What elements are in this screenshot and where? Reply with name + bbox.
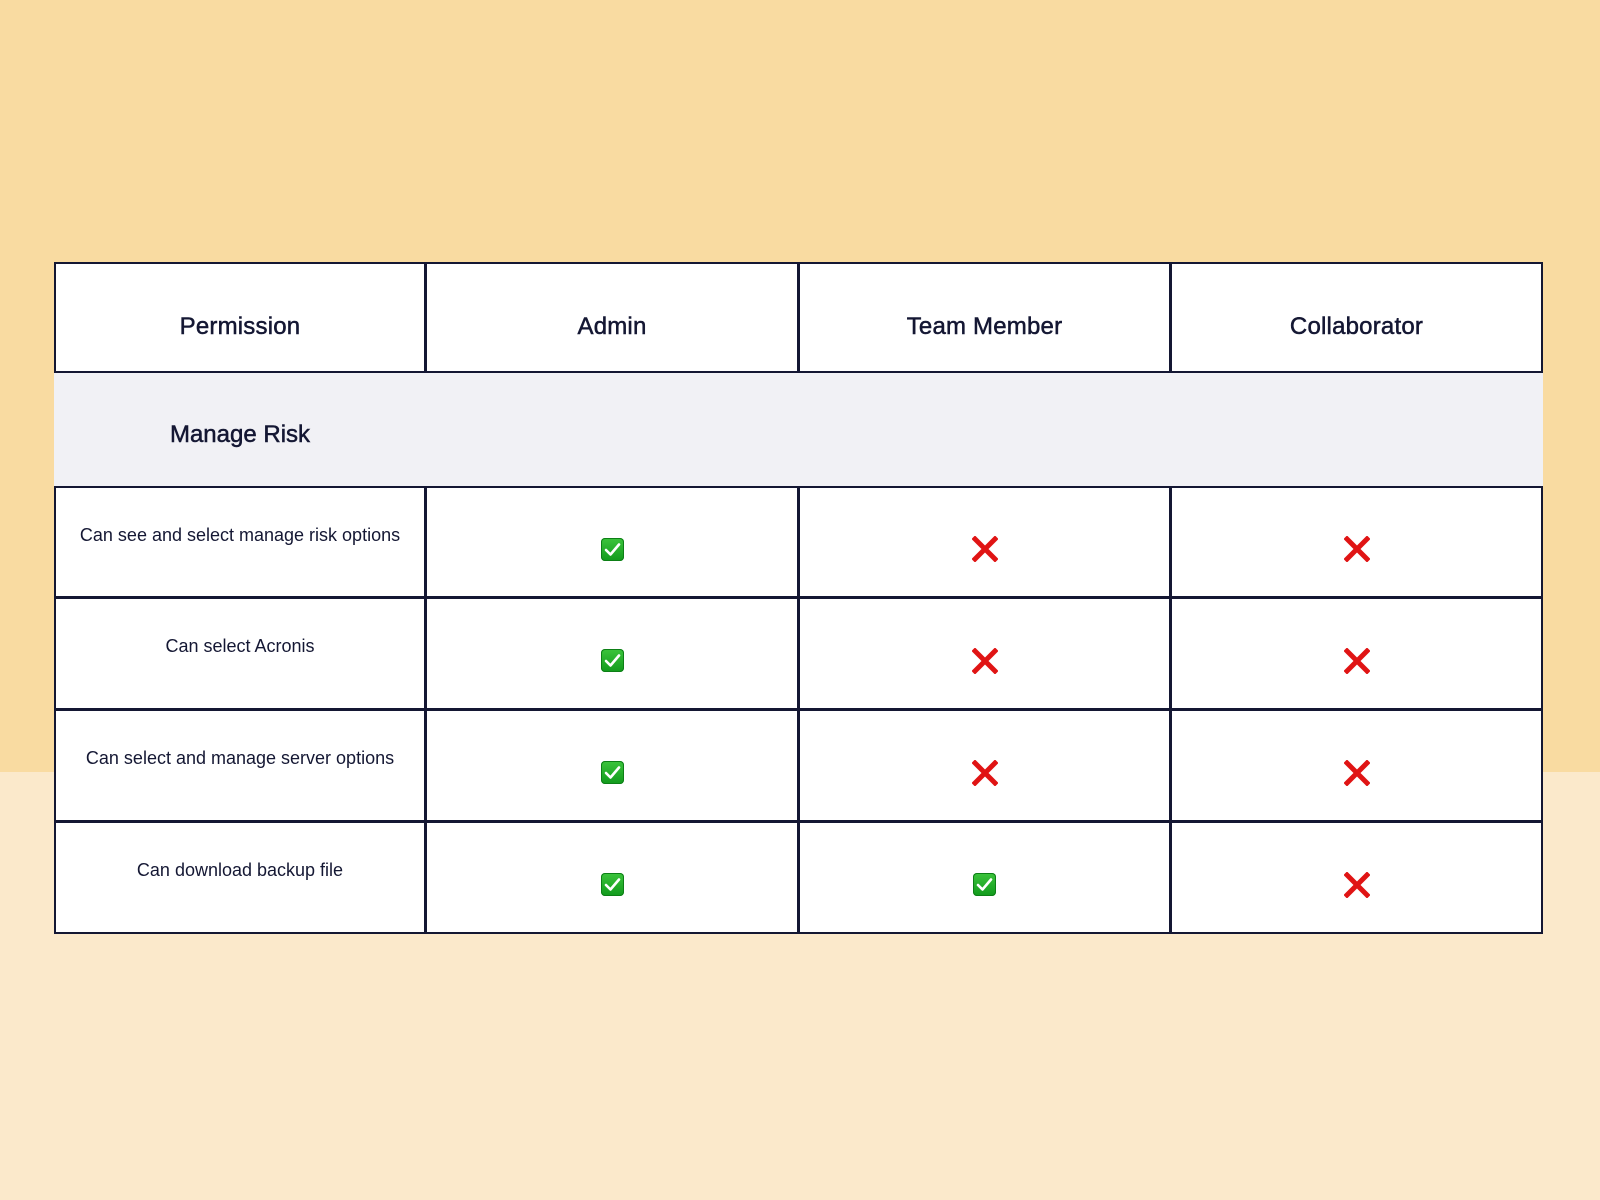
table-row: Can download backup file xyxy=(54,822,1543,934)
check-mark-button-icon xyxy=(600,537,624,561)
cross-mark-icon xyxy=(971,536,998,562)
cell-collaborator xyxy=(1171,710,1543,822)
check-mark-button-icon xyxy=(600,873,624,896)
section-header: Manage Risk xyxy=(54,373,1543,486)
permission-label: Can download backup file xyxy=(54,822,426,934)
cell-admin xyxy=(426,710,799,822)
table-header-row: Permission Admin Team Member Collaborato… xyxy=(54,262,1543,373)
check-mark-button-icon xyxy=(600,761,624,784)
header-collaborator: Collaborator xyxy=(1171,262,1543,373)
table-row: Can select Acronis xyxy=(54,598,1543,710)
cell-team-member xyxy=(799,822,1171,934)
cell-collaborator xyxy=(1171,822,1543,934)
section-row: Manage Risk xyxy=(54,373,1543,486)
check-mark-button-icon xyxy=(600,649,624,672)
cross-mark-icon xyxy=(1343,647,1370,674)
permissions-table: Permission Admin Team Member Collaborato… xyxy=(54,262,1543,934)
cell-admin xyxy=(426,598,799,710)
cell-team-member xyxy=(799,598,1171,710)
table-body: Can see and select manage risk options Ca… xyxy=(54,486,1543,934)
cross-mark-icon xyxy=(1343,759,1370,786)
cross-mark-icon xyxy=(1343,536,1370,562)
cross-mark-icon xyxy=(971,647,998,674)
cell-collaborator xyxy=(1171,486,1543,598)
cell-collaborator xyxy=(1171,598,1543,710)
table-row: Can select and manage server options xyxy=(54,710,1543,822)
permission-label: Can see and select manage risk options xyxy=(54,486,426,598)
table-row: Can see and select manage risk options xyxy=(54,486,1543,598)
cell-team-member xyxy=(799,486,1171,598)
cross-mark-icon xyxy=(971,759,998,786)
check-mark-button-icon xyxy=(973,873,996,896)
header-team-member: Team Member xyxy=(799,262,1171,373)
cell-admin xyxy=(426,486,799,598)
header-permission: Permission xyxy=(54,262,426,373)
section-title: Manage Risk xyxy=(169,420,311,448)
cross-mark-icon xyxy=(1343,871,1370,898)
header-admin: Admin xyxy=(426,262,799,373)
cell-admin xyxy=(426,822,799,934)
cell-team-member xyxy=(799,710,1171,822)
permission-label: Can select and manage server options xyxy=(54,710,426,822)
permission-label: Can select Acronis xyxy=(54,598,426,710)
